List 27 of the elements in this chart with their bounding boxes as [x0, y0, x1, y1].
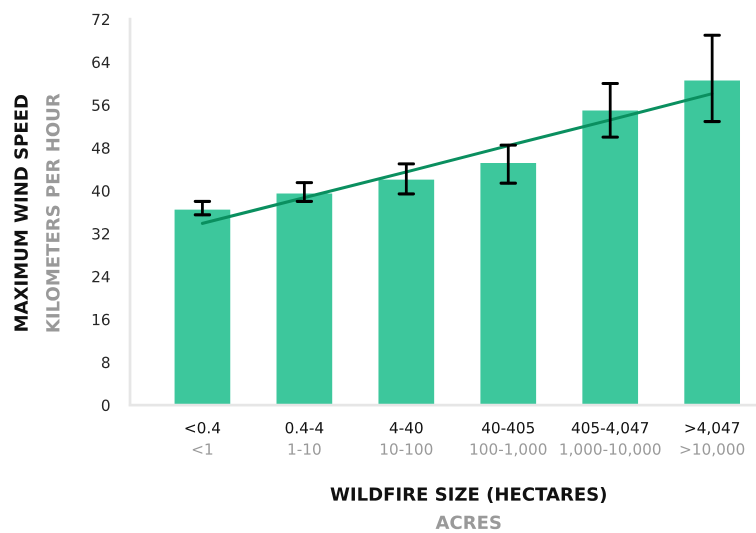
x-tick-label: <0.4 <1 [185, 422, 220, 455]
x-tick-label: 405-4,047 1,000-10,000 [560, 422, 661, 456]
text: ACRES [436, 516, 501, 530]
y-tick-label: 8 [102, 356, 110, 368]
bar [377, 178, 436, 406]
bar [173, 208, 232, 406]
bar [275, 192, 334, 406]
x-tick-label: 4-40 10-100 [380, 422, 432, 455]
y-tick-label: 24 [92, 270, 110, 282]
bar [682, 79, 742, 406]
y-axis-title: MAXIMUM WIND SPEED [14, 94, 28, 331]
y-tick-label: 16 [92, 314, 110, 326]
text: KILOMETERS PER HOUR [46, 94, 60, 332]
bar [479, 162, 538, 406]
x-axis-title: WILDFIRE SIZE (HECTARES) [330, 486, 606, 504]
bar [580, 109, 640, 406]
x-tick-label: 0.4-4 1-10 [286, 422, 324, 455]
y-tick-label: 64 [92, 56, 110, 68]
y-tick-label: 48 [92, 142, 110, 154]
y-tick-label: 72 [92, 14, 110, 25]
y-tick-label: 40 [92, 185, 110, 197]
y-tick-label: 0 [102, 400, 110, 412]
line-series [200, 92, 714, 225]
x-tick-label: >4,047 >10,000 [680, 422, 744, 456]
x-tick-label: 40-405 100-1,000 [470, 422, 546, 456]
y-tick-label: 56 [92, 99, 110, 111]
y-tick-label: 32 [92, 228, 110, 240]
